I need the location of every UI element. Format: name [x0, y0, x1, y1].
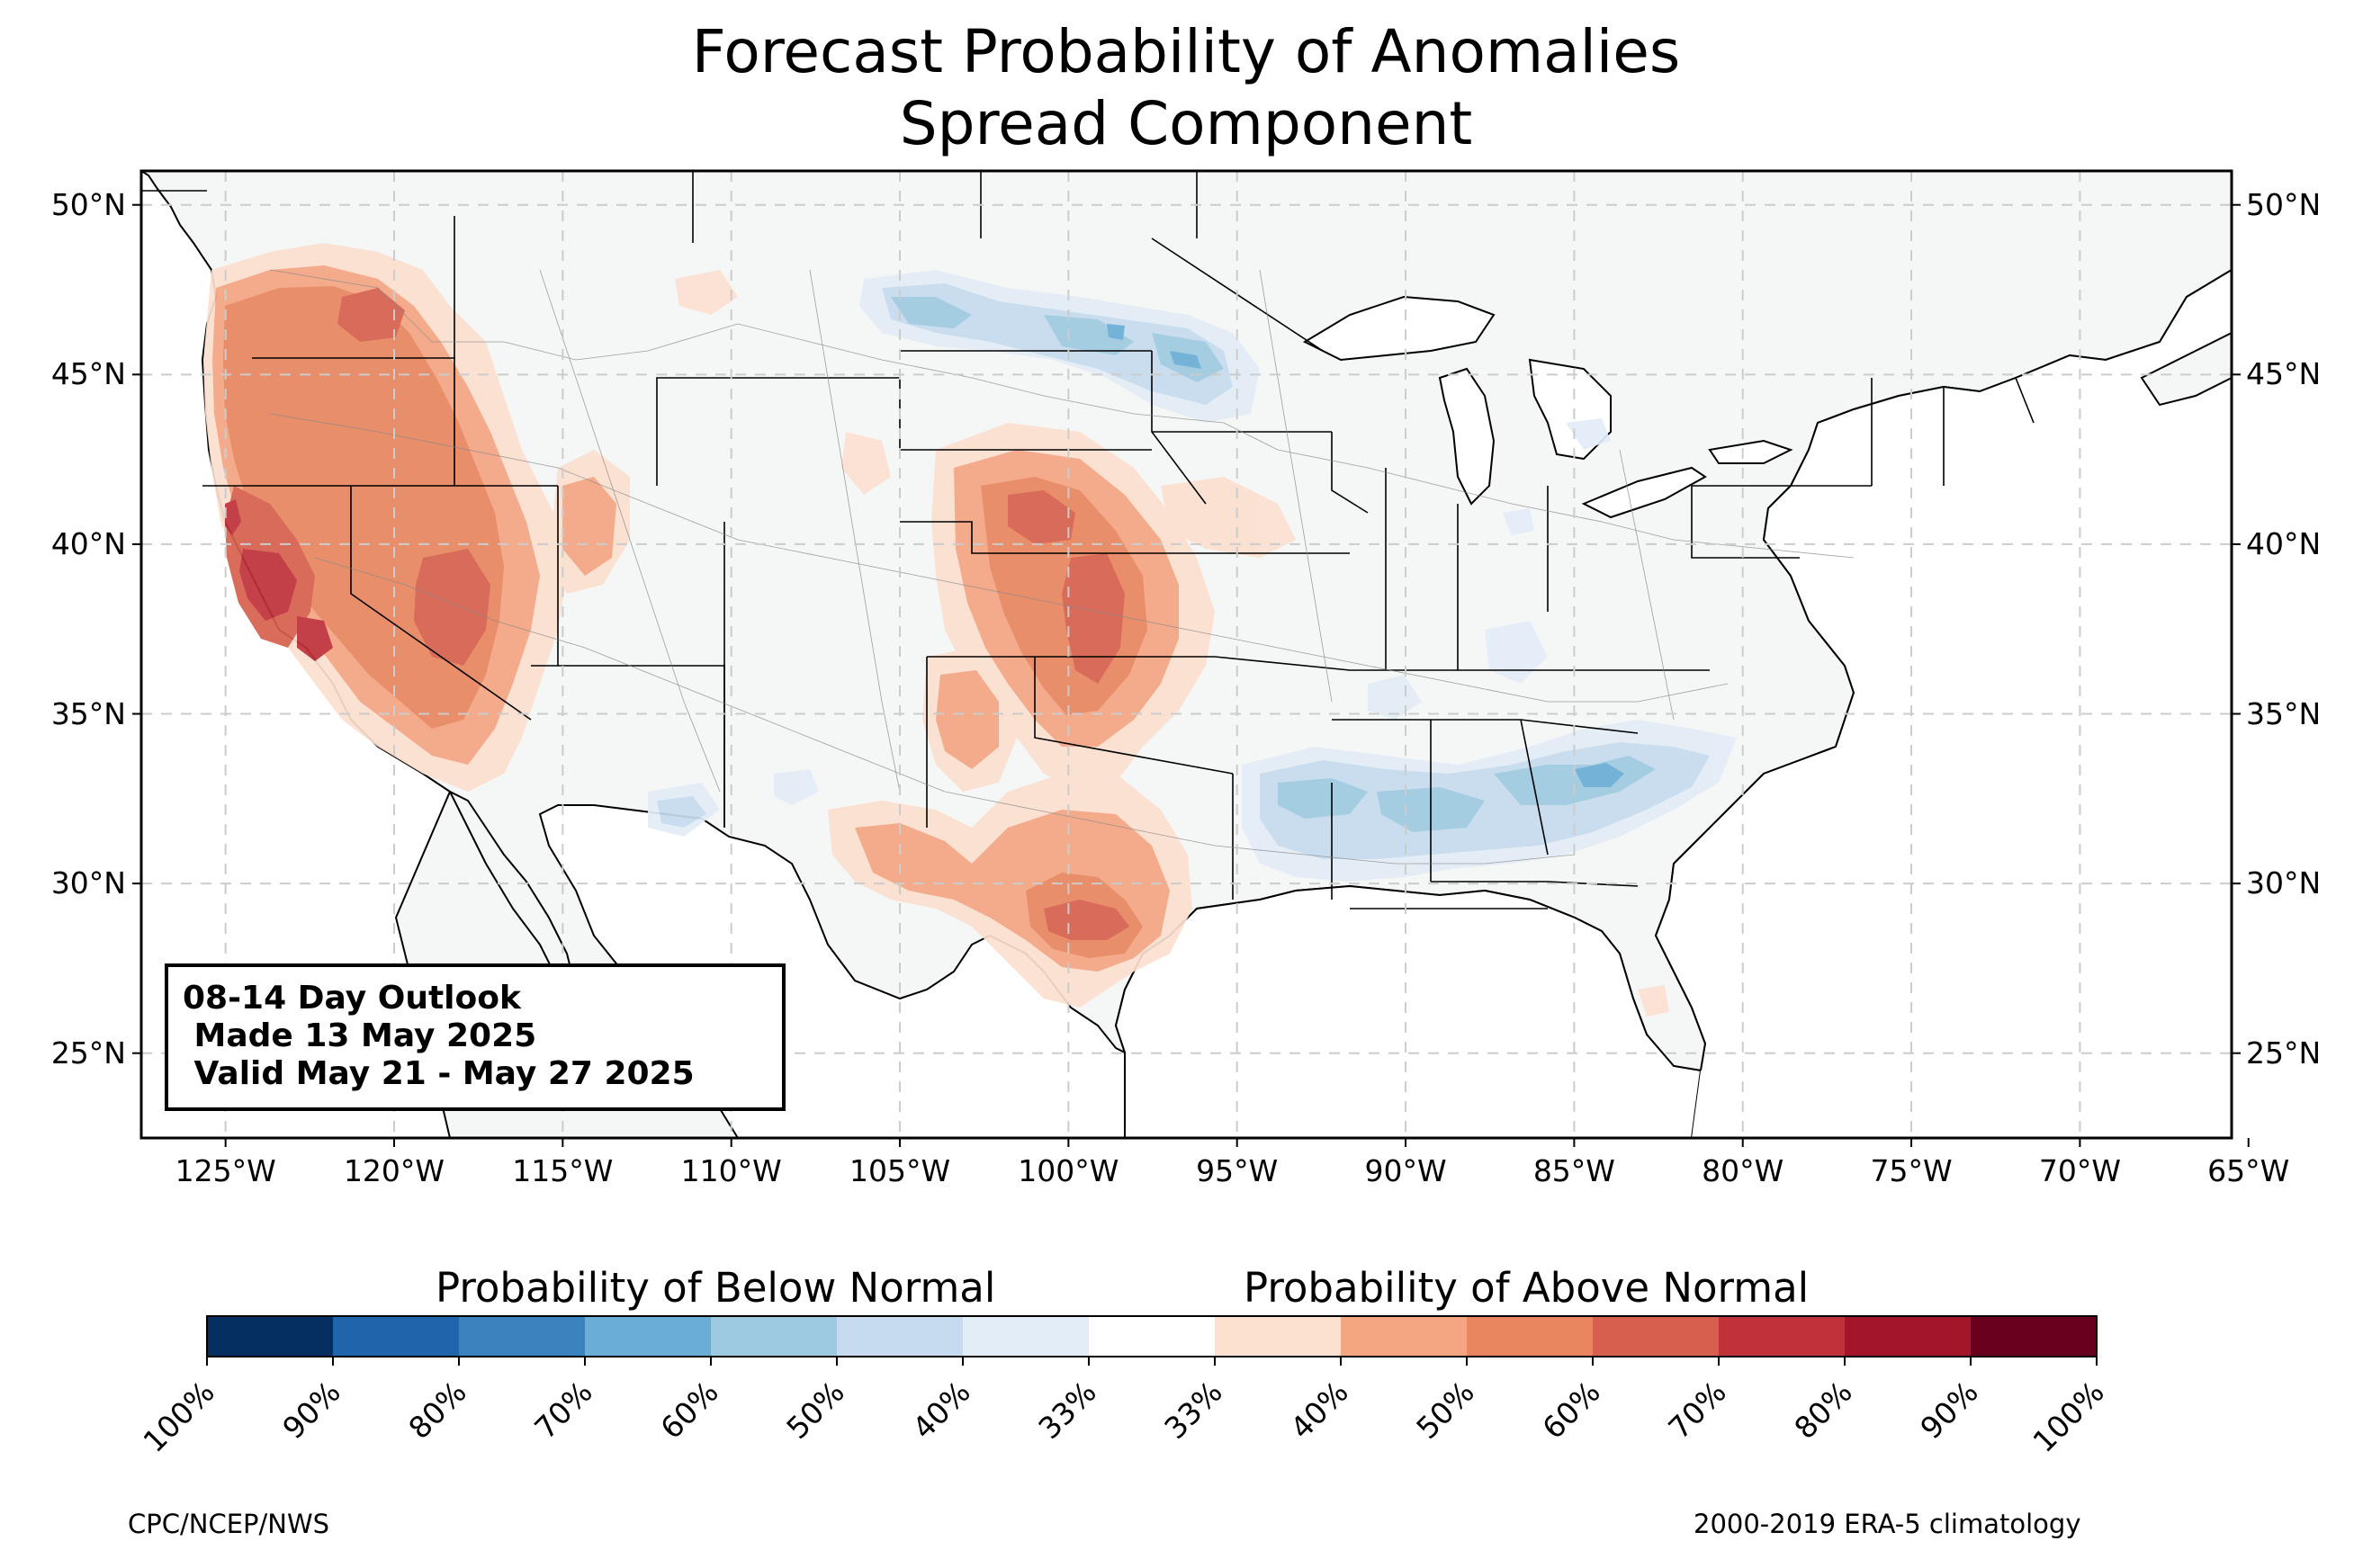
lon-tick-label: 125°W — [175, 1153, 276, 1188]
below-normal-shading — [648, 270, 1737, 882]
lat-tick-label-right: 30°N — [2246, 865, 2322, 901]
colorbar-swatch — [1845, 1316, 1972, 1357]
colorbar-swatch — [963, 1316, 1090, 1357]
colorbar-swatch — [837, 1316, 964, 1357]
colorbar-swatch — [207, 1316, 334, 1357]
gridlines — [141, 171, 2232, 1138]
nova-scotia — [2140, 331, 2232, 407]
footer-credit: CPC/NCEP/NWS — [128, 1509, 330, 1539]
lon-tick-label: 115°W — [512, 1153, 614, 1188]
colorbar-swatch — [459, 1316, 586, 1357]
map-frame — [139, 169, 2233, 1140]
outlook-valid-dates: Valid May 21 - May 27 2025 — [183, 1055, 695, 1092]
lake-ontario — [1708, 439, 1793, 464]
lat-tick-label-right: 40°N — [2246, 525, 2322, 561]
lon-tick-label: 95°W — [1196, 1153, 1279, 1188]
lat-tick-label-left: 25°N — [50, 1035, 126, 1071]
colorbar-title-below: Probability of Below Normal — [436, 1264, 996, 1312]
colorbar-swatch — [1341, 1316, 1468, 1357]
lat-tick-label-right: 45°N — [2246, 356, 2322, 392]
colorbar-swatch — [1467, 1316, 1594, 1357]
title-line-2: Spread Component — [899, 89, 1473, 158]
lon-tick-label: 70°W — [2038, 1153, 2121, 1188]
lake-erie — [1581, 466, 1707, 519]
outlook-info-box: 08-14 Day Outlook Made 13 May 2025 Valid… — [165, 963, 786, 1111]
lat-tick-label-left: 35°N — [50, 695, 126, 731]
colorbar-swatch — [711, 1316, 838, 1357]
atlantic-ocean — [1656, 270, 2232, 1138]
colorbar-frame — [206, 1315, 2098, 1357]
lon-tick-label: 105°W — [849, 1153, 951, 1188]
county-boundaries — [269, 269, 1855, 865]
state-boundaries — [141, 171, 2035, 909]
lat-tick-label-left: 40°N — [50, 525, 126, 561]
lon-tick-label: 65°W — [2207, 1153, 2290, 1188]
lon-tick-label: 90°W — [1364, 1153, 1447, 1188]
colorbar — [206, 1315, 2098, 1366]
outlook-period: 08-14 Day Outlook — [183, 980, 521, 1017]
lon-tick-label: 80°W — [1702, 1153, 1784, 1188]
lon-tick-label: 100°W — [1018, 1153, 1119, 1188]
colorbar-swatch — [585, 1316, 712, 1357]
lon-tick-label: 120°W — [343, 1153, 445, 1188]
lake-superior — [1302, 295, 1496, 362]
tick-marks — [132, 203, 2250, 1147]
lat-tick-label-right: 35°N — [2246, 695, 2322, 731]
lat-tick-label-right: 50°N — [2246, 186, 2322, 222]
lon-tick-label: 110°W — [680, 1153, 782, 1188]
above-normal-shading — [203, 243, 1669, 1017]
lon-tick-label: 75°W — [1870, 1153, 1953, 1188]
lake-michigan — [1438, 367, 1496, 506]
lat-tick-label-left: 50°N — [50, 186, 126, 222]
colorbar-swatch — [1215, 1316, 1342, 1357]
colorbar-swatch — [1719, 1316, 1846, 1357]
footer-climatology: 2000-2019 ERA-5 climatology — [1694, 1509, 2081, 1539]
title-line-1: Forecast Probability of Anomalies — [691, 17, 1681, 86]
lat-tick-label-left: 45°N — [50, 356, 126, 392]
colorbar-swatch — [1971, 1316, 2098, 1357]
colorbar-swatch — [1593, 1316, 1720, 1357]
lat-tick-label-right: 25°N — [2246, 1035, 2322, 1071]
outlook-made-date: Made 13 May 2025 — [183, 1017, 537, 1054]
colorbar-swatch — [1089, 1316, 1216, 1357]
lon-tick-label: 85°W — [1532, 1153, 1615, 1188]
lat-tick-label-left: 30°N — [50, 865, 126, 901]
colorbar-swatch — [333, 1316, 460, 1357]
colorbar-title-above: Probability of Above Normal — [1244, 1264, 1810, 1312]
